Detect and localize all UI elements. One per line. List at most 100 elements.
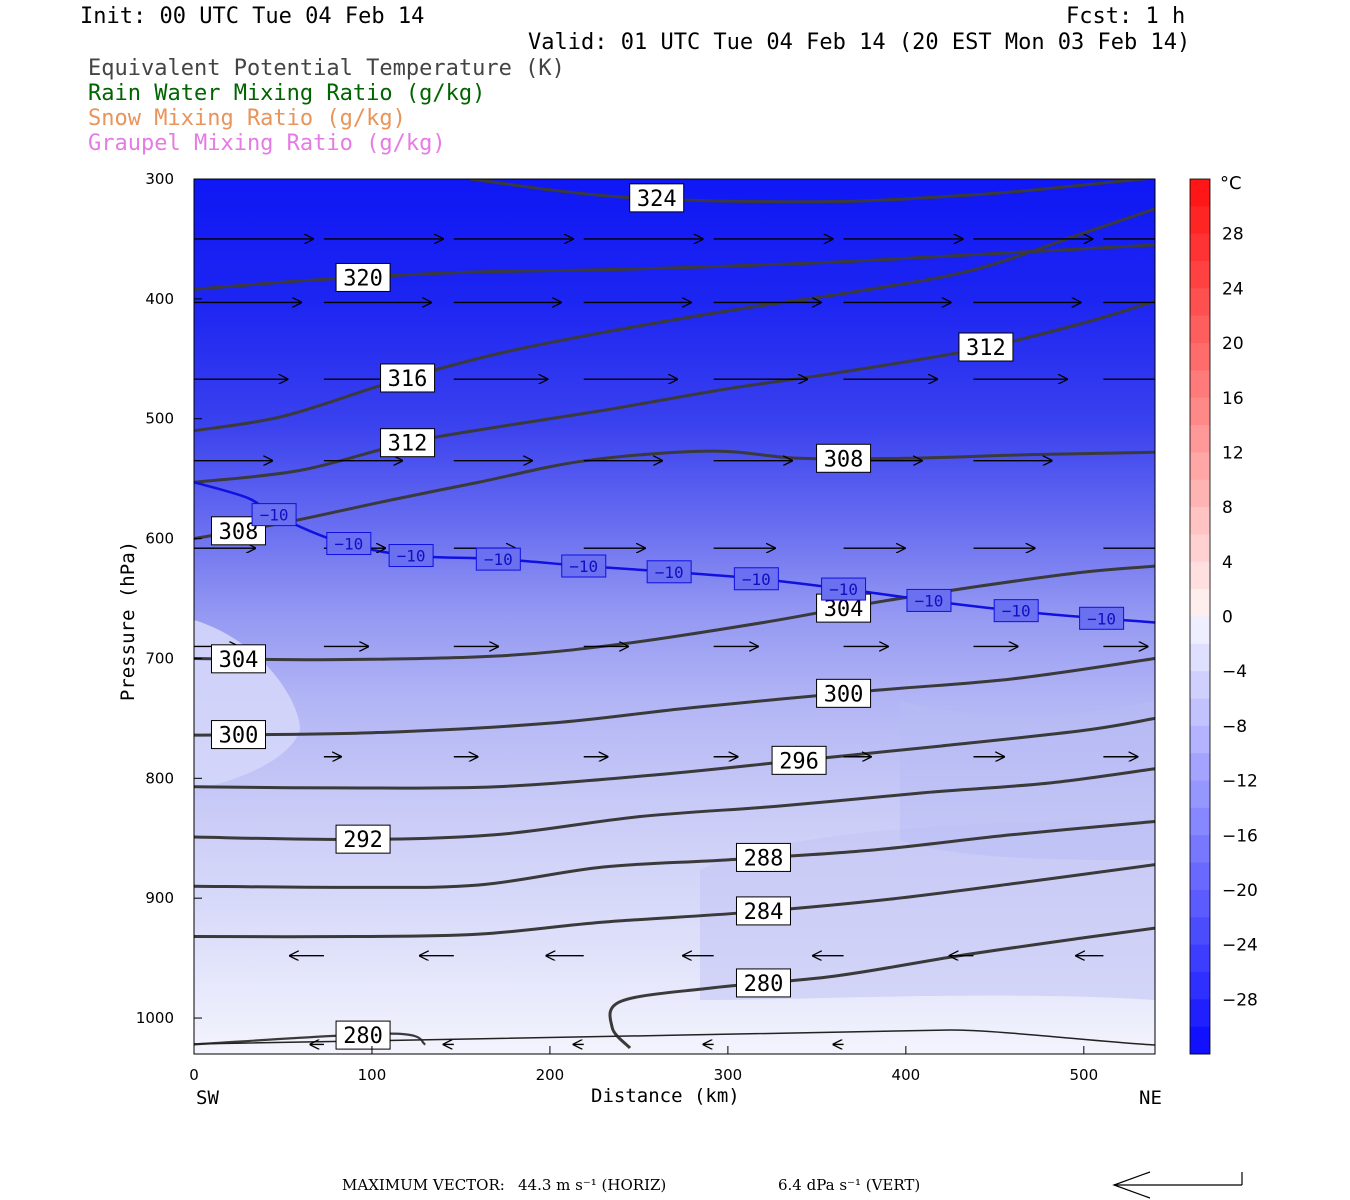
svg-text:316: 316 <box>388 367 428 392</box>
colorbar-bin <box>1190 725 1210 754</box>
theta-e-label: 280 <box>335 1020 391 1050</box>
colorbar-tick-label: −16 <box>1222 826 1258 846</box>
colorbar-tick-label: 12 <box>1222 443 1244 463</box>
theta-e-label: 320 <box>335 262 391 292</box>
temperature-label: −10 <box>251 503 297 527</box>
max-vector-arrow <box>1112 1171 1243 1199</box>
cold-patch <box>900 700 1155 860</box>
temperature-label: −10 <box>733 567 779 591</box>
svg-text:300: 300 <box>219 724 259 749</box>
theta-e-label: 312 <box>380 428 436 458</box>
colorbar-tick-label: 24 <box>1222 279 1244 299</box>
theta-e-label: 324 <box>629 183 685 213</box>
theta-e-contour-312 <box>194 299 1155 484</box>
svg-text:−10: −10 <box>1002 602 1031 621</box>
svg-text:−10: −10 <box>655 563 684 582</box>
temperature-label: −10 <box>1079 606 1125 630</box>
theta-e-label: 280 <box>735 968 791 998</box>
svg-text:280: 280 <box>744 972 784 997</box>
x-tick-label: 500 <box>1069 1066 1098 1084</box>
theta-e-contour-300 <box>194 656 1155 737</box>
plot-frame <box>193 178 1156 1055</box>
svg-text:−10: −10 <box>915 591 944 610</box>
svg-text:−10: −10 <box>569 557 598 576</box>
svg-text:−10: −10 <box>484 550 513 569</box>
colorbar-bin <box>1190 944 1210 973</box>
colorbar-bin <box>1190 616 1210 645</box>
svg-text:296: 296 <box>779 749 819 774</box>
y-tick-label: 700 <box>145 649 174 667</box>
temperature-label: −10 <box>821 577 867 601</box>
y-tick-label: 500 <box>145 410 174 428</box>
colorbar-bin <box>1190 206 1210 235</box>
theta-e-label: 300 <box>210 720 266 750</box>
legend-theta-e: Equivalent Potential Temperature (K) <box>88 56 565 81</box>
temperature-label: −10 <box>646 560 692 584</box>
svg-text:284: 284 <box>744 900 784 925</box>
colorbar-bin <box>1190 261 1210 289</box>
colorbar-bin <box>1190 315 1210 344</box>
max-vector-vert: 6.4 dPa s⁻¹ (VERT) <box>778 1176 921 1194</box>
svg-text:300: 300 <box>824 682 864 707</box>
theta-e-contour-284 <box>194 863 1155 939</box>
x-end-left: SW <box>196 1087 219 1109</box>
theta-e-label: 308 <box>816 443 872 473</box>
svg-text:280: 280 <box>343 1024 383 1049</box>
colorbar-bin <box>1190 343 1210 371</box>
legend-graupel: Graupel Mixing Ratio (g/kg) <box>88 131 446 156</box>
svg-text:−10: −10 <box>260 506 289 525</box>
colorbar-bin <box>1190 971 1210 1000</box>
colorbar-tick-label: −28 <box>1222 990 1258 1010</box>
svg-text:−10: −10 <box>397 547 426 566</box>
temperature-label: −10 <box>906 588 952 612</box>
colorbar-bin <box>1190 507 1210 535</box>
theta-e-label: 300 <box>816 678 872 708</box>
temperature-label: −10 <box>993 599 1039 623</box>
colorbar-bin <box>1190 179 1210 207</box>
valid-time: Valid: 01 UTC Tue 04 Feb 14 (20 EST Mon … <box>528 30 1191 55</box>
colorbar-bin <box>1190 534 1210 563</box>
svg-text:324: 324 <box>637 187 677 212</box>
colorbar-bin <box>1190 753 1210 782</box>
temperature-label: −10 <box>326 532 372 556</box>
colorbar-bin <box>1190 671 1210 700</box>
theta-e-contour-296 <box>194 716 1155 790</box>
svg-text:−10: −10 <box>1087 609 1116 628</box>
theta-e-contour-316 <box>194 207 1155 433</box>
x-tick-label: 100 <box>358 1066 387 1084</box>
theta-e-contour-320 <box>194 243 1155 291</box>
colorbar-bin <box>1190 1026 1210 1055</box>
y-tick-label: 600 <box>145 530 174 548</box>
init-time: Init: 00 UTC Tue 04 Feb 14 <box>80 4 425 29</box>
svg-text:304: 304 <box>219 648 259 673</box>
colorbar-bin <box>1190 807 1210 836</box>
colorbar-bin <box>1190 835 1210 864</box>
svg-text:−10: −10 <box>742 570 771 589</box>
colorbar-bin <box>1190 370 1210 399</box>
colorbar-bin <box>1190 889 1210 918</box>
colorbar-frame <box>1189 178 1211 1055</box>
theta-e-label: 312 <box>958 332 1014 362</box>
max-vector-horiz: 44.3 m s⁻¹ (HORIZ) <box>518 1176 667 1194</box>
temperature-label: −10 <box>561 554 607 578</box>
colorbar-tick-label: −8 <box>1222 717 1247 737</box>
colorbar-tick-label: −24 <box>1222 936 1258 956</box>
colorbar-bin <box>1190 862 1210 891</box>
forecast-hour: Fcst: 1 h <box>1066 4 1186 29</box>
theta-e-contour-308 <box>194 449 1155 541</box>
svg-text:−10: −10 <box>829 580 858 599</box>
x-tick-label: 400 <box>892 1066 921 1084</box>
colorbar-unit: °C <box>1220 173 1242 194</box>
theta-e-label: 316 <box>380 363 436 393</box>
theta-e-label: 288 <box>735 842 791 872</box>
legend-snow: Snow Mixing Ratio (g/kg) <box>88 106 406 131</box>
svg-text:312: 312 <box>388 432 428 457</box>
colorbar-bin <box>1190 479 1210 508</box>
colorbar-tick-label: −12 <box>1222 772 1258 792</box>
theta-e-contour-324 <box>469 179 1155 204</box>
colorbar-bin <box>1190 698 1210 727</box>
colorbar-bin <box>1190 561 1210 590</box>
x-end-right: NE <box>1139 1087 1162 1109</box>
theta-e-label: 296 <box>771 745 827 775</box>
x-tick-label: 0 <box>189 1066 199 1084</box>
